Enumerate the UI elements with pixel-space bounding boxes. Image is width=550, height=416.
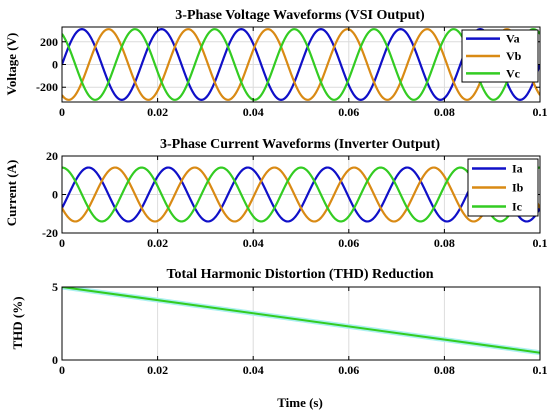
thd-x-axis-label: Time (s) bbox=[277, 395, 323, 410]
y-tick-label: 200 bbox=[40, 35, 58, 49]
x-tick-label: 0.06 bbox=[338, 236, 359, 250]
x-tick-label: 0.04 bbox=[243, 363, 264, 377]
y-tick-label: 0 bbox=[52, 58, 58, 72]
y-tick-label: 20 bbox=[46, 149, 58, 163]
x-tick-label: 0.04 bbox=[243, 236, 264, 250]
current-panel: 3-Phase Current Waveforms (Inverter Outp… bbox=[4, 137, 548, 250]
y-tick-label: -20 bbox=[42, 226, 58, 240]
y-tick-label: 0 bbox=[52, 188, 58, 202]
x-tick-label: 0.1 bbox=[533, 236, 548, 250]
x-tick-label: 0.1 bbox=[533, 105, 548, 119]
thd-panel: Total Harmonic Distortion (THD) Reductio… bbox=[10, 267, 548, 410]
current-y-axis-label: Current (A) bbox=[4, 160, 19, 227]
x-tick-label: 0.06 bbox=[338, 363, 359, 377]
x-tick-label: 0.02 bbox=[147, 105, 168, 119]
legend-label-va: Va bbox=[506, 32, 520, 46]
x-tick-label: 0.06 bbox=[338, 105, 359, 119]
x-tick-label: 0.08 bbox=[434, 236, 455, 250]
x-tick-label: 0 bbox=[59, 105, 65, 119]
x-tick-label: 0.1 bbox=[533, 363, 548, 377]
y-tick-label: 0 bbox=[52, 353, 58, 367]
thd-y-axis-label: THD (%) bbox=[10, 296, 25, 349]
legend-label-vc: Vc bbox=[506, 66, 521, 80]
axes-frame bbox=[61, 286, 541, 361]
series-line-va bbox=[62, 28, 540, 101]
legend-label-ic: Ic bbox=[512, 200, 523, 214]
y-tick-label: -200 bbox=[36, 80, 58, 94]
x-tick-label: 0.08 bbox=[434, 105, 455, 119]
y-tick-label: 5 bbox=[52, 280, 58, 294]
voltage-chart-title: 3-Phase Voltage Waveforms (VSI Output) bbox=[175, 8, 425, 23]
legend: Va Vb Vc bbox=[461, 29, 539, 83]
thd-line bbox=[62, 287, 540, 354]
x-tick-label: 0.02 bbox=[147, 363, 168, 377]
series-line-vb bbox=[62, 28, 540, 101]
x-tick-label: 0 bbox=[59, 363, 65, 377]
current-chart-title: 3-Phase Current Waveforms (Inverter Outp… bbox=[160, 137, 440, 152]
legend-label-ia: Ia bbox=[512, 162, 523, 176]
x-tick-label: 0.02 bbox=[147, 236, 168, 250]
legend-label-ib: Ib bbox=[512, 181, 524, 195]
x-tick-label: 0.08 bbox=[434, 363, 455, 377]
series-line-ic bbox=[62, 166, 540, 223]
voltage-panel: 3-Phase Voltage Waveforms (VSI Output) V… bbox=[4, 8, 548, 119]
series-line-ib bbox=[62, 166, 540, 223]
legend-label-vb: Vb bbox=[506, 49, 522, 63]
legend: Ia Ib Ic bbox=[467, 158, 539, 217]
x-tick-label: 0 bbox=[59, 236, 65, 250]
x-tick-label: 0.04 bbox=[243, 105, 264, 119]
voltage-y-axis-label: Voltage (V) bbox=[4, 33, 19, 96]
series-line-vc bbox=[62, 28, 540, 101]
thd-chart-title: Total Harmonic Distortion (THD) Reductio… bbox=[166, 267, 433, 282]
